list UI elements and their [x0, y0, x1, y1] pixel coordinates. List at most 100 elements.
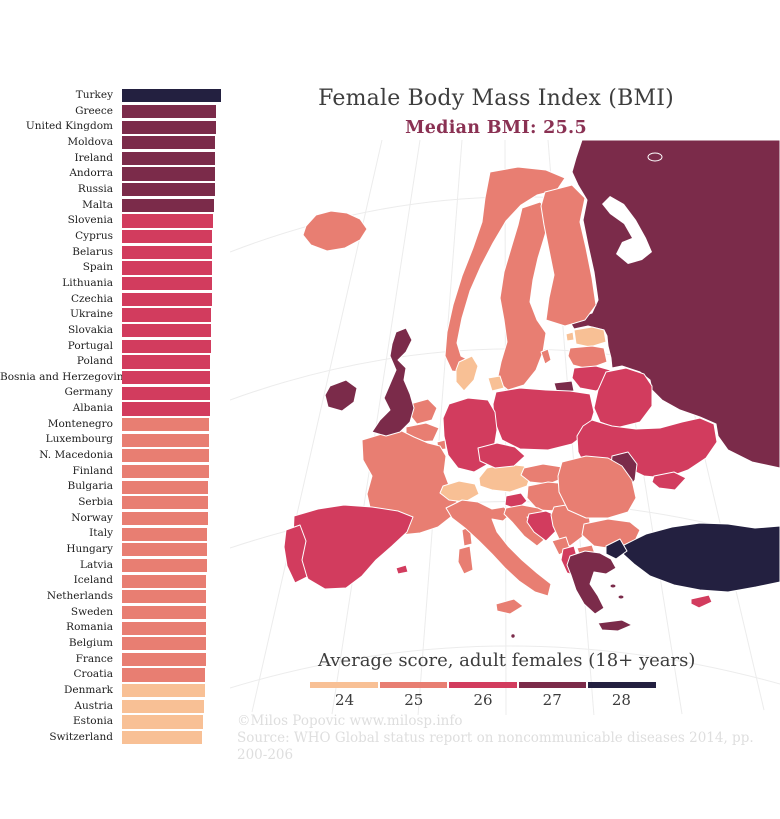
bar — [122, 89, 222, 103]
bar — [122, 464, 209, 479]
bar-row: Netherlands — [0, 589, 240, 605]
bar-label: Belarus — [72, 245, 113, 258]
map-island-sicily — [495, 598, 524, 615]
map-island-sardinia — [457, 545, 474, 575]
bar-row: Greece — [0, 104, 240, 120]
legend-ticks: 24 25 26 27 28 — [310, 691, 656, 709]
bar — [122, 652, 206, 666]
bar-row: Cyprus — [0, 229, 240, 245]
bar-row: Bosnia and Herzegovina — [0, 370, 240, 386]
bar-row: Belgium — [0, 636, 240, 652]
bar-row: Lithuania — [0, 276, 240, 292]
map-island-aegean-1 — [609, 583, 617, 589]
bar-label: Austria — [74, 699, 113, 712]
bar — [122, 261, 212, 275]
legend-segment — [518, 682, 587, 688]
bar — [122, 715, 203, 729]
map-island-kolguyev — [647, 152, 663, 162]
bar-label: Romania — [66, 621, 113, 634]
bar — [122, 417, 210, 432]
bar-row: Estonia — [0, 714, 240, 730]
bar-label: Croatia — [73, 668, 113, 681]
bar — [122, 480, 209, 494]
bar-row: Belarus — [0, 245, 240, 261]
map-country-finland — [540, 184, 597, 327]
source-text: Source: WHO Global status report on nonc… — [237, 730, 754, 763]
legend-segment — [310, 682, 378, 688]
bar-label: Norway — [71, 511, 113, 524]
legend-segment — [379, 682, 448, 688]
bar — [122, 136, 216, 150]
map-country-kaliningrad — [553, 380, 575, 394]
bar-label: Montenegro — [47, 417, 113, 430]
legend-tick-label: 28 — [611, 691, 631, 709]
bar-row: Montenegro — [0, 417, 240, 433]
chart-title: Female Body Mass Index (BMI) — [318, 86, 674, 111]
bar-row: Slovakia — [0, 323, 240, 339]
bar-row: United Kingdom — [0, 119, 240, 135]
map-country-belarus — [593, 367, 653, 429]
bar-row: Iceland — [0, 573, 240, 589]
bar-label: France — [75, 652, 113, 665]
bar — [122, 386, 210, 400]
bar-row: Poland — [0, 354, 240, 370]
map-country-latvia — [567, 345, 608, 370]
bar — [122, 543, 208, 557]
map-country-ireland — [324, 379, 358, 412]
legend-tick-label: 26 — [473, 691, 493, 709]
bar-label: Netherlands — [46, 590, 113, 602]
map-country-italy — [445, 499, 552, 597]
bar-row: Czechia — [0, 292, 240, 308]
bar — [122, 684, 205, 698]
bar-label: Cyprus — [75, 229, 113, 242]
map-country-malta — [510, 633, 516, 639]
map-island-zealand — [487, 375, 505, 392]
bar-row: Albania — [0, 401, 240, 417]
legend-title: Average score, adult females (18+ years) — [318, 650, 696, 671]
bar — [122, 308, 212, 322]
bar-label: Spain — [82, 261, 113, 274]
map-country-sweden — [496, 201, 552, 391]
map-country-greece — [566, 550, 617, 615]
bar — [122, 339, 211, 353]
bar-label: Ireland — [74, 151, 113, 164]
legend-segment — [449, 682, 517, 688]
bar-row: Norway — [0, 511, 240, 527]
bar-label: Luxembourg — [45, 433, 113, 446]
bar-label: Slovenia — [67, 214, 113, 227]
bar — [122, 699, 204, 713]
bar — [122, 621, 206, 635]
bar — [122, 527, 208, 541]
bar — [122, 590, 207, 604]
white-sea — [602, 196, 652, 264]
bar — [122, 230, 213, 244]
bar — [122, 292, 212, 306]
bar — [122, 731, 202, 745]
bar-label: Serbia — [78, 496, 113, 509]
bar-label: Germany — [64, 386, 113, 399]
credit-text: ©Milos Popovic www.milosp.info — [237, 713, 463, 729]
bar-label: Greece — [75, 104, 113, 117]
chart-subtitle: Median BMI: 25.5 — [405, 118, 587, 138]
bar — [122, 574, 207, 588]
bar-label: Moldova — [67, 135, 113, 148]
title-block: Female Body Mass Index (BMI) Median BMI:… — [276, 86, 716, 138]
map-country-denmark — [455, 355, 479, 392]
bar-row: N. Macedonia — [0, 448, 240, 464]
bar-label: Andorra — [69, 167, 113, 180]
map-country-spain — [292, 504, 414, 590]
bar-label: Finland — [72, 464, 113, 477]
bar-row: Serbia — [0, 495, 240, 511]
bar-row: Ukraine — [0, 307, 240, 323]
bar-row: Luxembourg — [0, 432, 240, 448]
bar-label: Hungary — [66, 543, 113, 556]
bar — [122, 151, 215, 165]
bar — [122, 183, 215, 197]
bar-row: Hungary — [0, 542, 240, 558]
bar — [122, 511, 208, 526]
bar-row: Switzerland — [0, 730, 240, 746]
bar-label: Latvia — [79, 558, 113, 571]
map-country-portugal — [283, 524, 308, 584]
bar-row: Russia — [0, 182, 240, 198]
bar — [122, 355, 211, 369]
